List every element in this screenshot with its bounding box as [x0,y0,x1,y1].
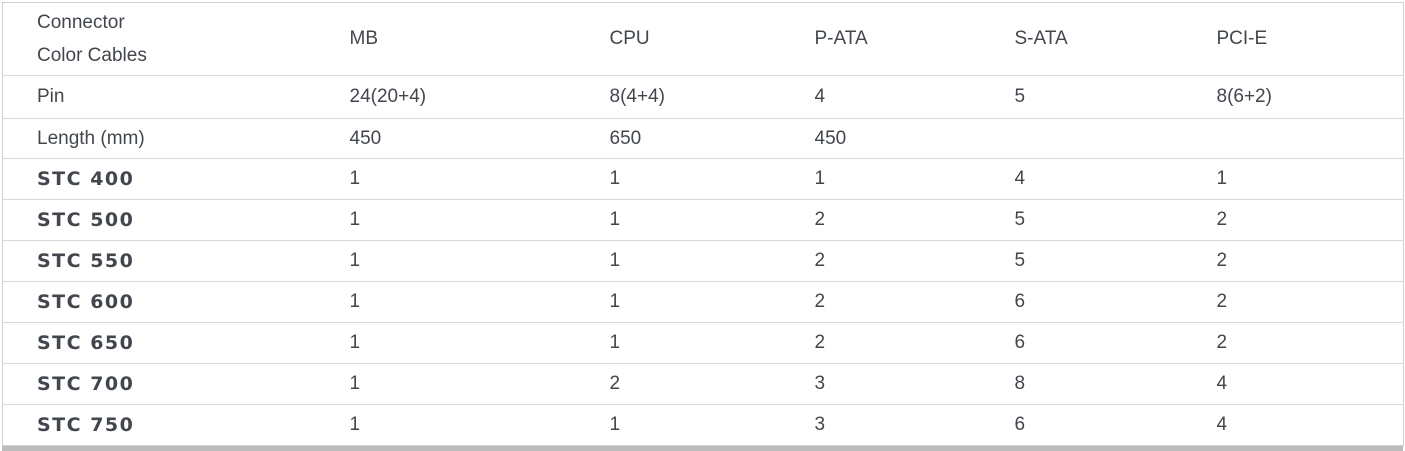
column-header-mb: MB [349,28,379,49]
stc-550-pci-e-cell: 2 [1186,240,1404,282]
product-label-stc-400: STC 400 [2,158,320,200]
product-label-stc-550: STC 550 [2,240,320,282]
stc-400-p-ata-cell: 1 [784,158,985,200]
stc-550-s-ata-cell: 5 [984,240,1187,282]
table-row-stc-700: STC 700 1 2 3 8 4 [2,363,1404,405]
stc-500-pci-e-cell: 2 [1186,199,1404,241]
stc-700-p-ata-cell: 3 [784,363,985,405]
length-pci-e-cell [1186,118,1404,159]
table-row-stc-600: STC 600 1 1 2 6 2 [2,281,1404,323]
table-header-row: Connector Color Cables MB CPU P-ATA S-AT… [3,3,1404,76]
stc-750-s-ata-cell: 6 [984,404,1187,446]
column-header-s-ata: S-ATA [1014,28,1068,49]
product-label-stc-600: STC 600 [2,281,320,323]
stc-600-mb-cell: 1 [319,281,580,323]
column-header-p-ata: P-ATA [814,28,868,49]
corner-header-cell: Connector Color Cables [3,3,320,76]
product-label-stc-500: STC 500 [2,199,320,241]
row-label-pin: Pin [2,75,320,119]
horizontal-scrollbar[interactable] [2,446,1403,451]
stc-400-mb-cell: 1 [319,158,580,200]
stc-700-mb-cell: 1 [319,363,580,405]
stc-750-cpu-cell: 1 [579,404,785,446]
table-row-stc-650: STC 650 1 1 2 6 2 [2,322,1404,364]
stc-400-pci-e-cell: 1 [1186,158,1404,200]
stc-750-mb-cell: 1 [319,404,580,446]
stc-650-s-ata-cell: 6 [984,322,1187,364]
product-label-stc-700: STC 700 [2,363,320,405]
stc-650-pci-e-cell: 2 [1186,322,1404,364]
pin-cpu-cell: 8(4+4) [579,75,785,119]
stc-550-cpu-cell: 1 [579,240,785,282]
stc-600-pci-e-cell: 2 [1186,281,1404,323]
stc-400-cpu-cell: 1 [579,158,785,200]
corner-header-line1: Connector [37,12,125,33]
stc-500-p-ata-cell: 2 [784,199,985,241]
product-label-stc-750: STC 750 [2,404,320,446]
stc-700-s-ata-cell: 8 [984,363,1187,405]
pin-p-ata-cell: 4 [784,75,985,119]
row-label-length: Length (mm) [2,118,320,159]
pin-pci-e-cell: 8(6+2) [1186,75,1404,119]
stc-600-cpu-cell: 1 [579,281,785,323]
stc-650-mb-cell: 1 [319,322,580,364]
product-label-stc-650: STC 650 [2,322,320,364]
stc-700-cpu-cell: 2 [579,363,785,405]
pin-mb-cell: 24(20+4) [319,75,580,119]
table-row-stc-400: STC 400 1 1 1 4 1 [2,158,1404,200]
stc-750-pci-e-cell: 4 [1186,404,1404,446]
table-row-length: Length (mm) 450 650 450 [2,118,1404,159]
table-row-pin: Pin 24(20+4) 8(4+4) 4 5 8(6+2) [2,75,1404,119]
pin-s-ata-cell: 5 [984,75,1187,119]
length-mb-cell: 450 [319,118,580,159]
table-row-stc-750: STC 750 1 1 3 6 4 [2,404,1404,446]
stc-500-s-ata-cell: 5 [984,199,1187,241]
length-cpu-cell: 650 [579,118,785,159]
stc-550-mb-cell: 1 [319,240,580,282]
stc-400-s-ata-cell: 4 [984,158,1187,200]
stc-700-pci-e-cell: 4 [1186,363,1404,405]
stc-750-p-ata-cell: 3 [784,404,985,446]
stc-650-cpu-cell: 1 [579,322,785,364]
stc-550-p-ata-cell: 2 [784,240,985,282]
stc-500-cpu-cell: 1 [579,199,785,241]
stc-650-p-ata-cell: 2 [784,322,985,364]
length-p-ata-cell: 450 [784,118,985,159]
table-row-stc-550: STC 550 1 1 2 5 2 [2,240,1404,282]
stc-500-mb-cell: 1 [319,199,580,241]
table-row-stc-500: STC 500 1 1 2 5 2 [2,199,1404,241]
column-header-cpu: CPU [609,28,650,49]
corner-header-line2: Color Cables [37,45,147,66]
stc-600-p-ata-cell: 2 [784,281,985,323]
length-s-ata-cell [984,118,1187,159]
stc-600-s-ata-cell: 6 [984,281,1187,323]
column-header-pci-e: PCI-E [1216,28,1268,49]
